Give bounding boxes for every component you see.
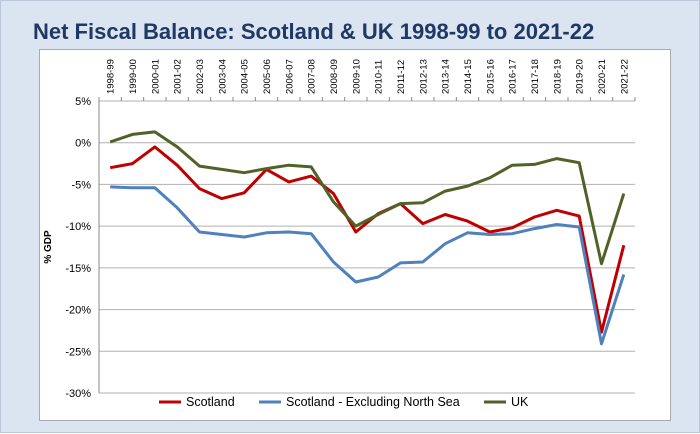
x-tick-label: 2019-20 bbox=[575, 59, 586, 94]
x-tick-label: 2009-10 bbox=[351, 59, 362, 94]
x-tick-label: 2012-13 bbox=[418, 59, 429, 94]
y-axis-title: % GDP bbox=[43, 230, 54, 264]
series-line bbox=[109, 130, 626, 266]
x-tick-label: 2002-03 bbox=[195, 59, 206, 94]
chart-title: Net Fiscal Balance: Scotland & UK 1998-9… bbox=[33, 19, 595, 44]
x-tick-label: 2007-08 bbox=[307, 59, 318, 94]
x-tick-label: 2018-19 bbox=[552, 59, 563, 94]
x-tick-label: 2020-21 bbox=[597, 59, 608, 94]
y-tick-label: -25% bbox=[65, 346, 91, 358]
y-tick-label: -10% bbox=[65, 221, 91, 233]
x-tick-label: 1999-00 bbox=[128, 59, 139, 94]
x-tick-label: 2008-09 bbox=[329, 59, 340, 94]
x-tick-label: 2004-05 bbox=[240, 59, 251, 94]
legend-label: UK bbox=[511, 395, 529, 409]
x-tick-label: 2000-01 bbox=[150, 59, 161, 94]
y-tick-label: 0% bbox=[75, 138, 91, 150]
series-line bbox=[110, 185, 626, 346]
x-tick-label: 2011-12 bbox=[396, 60, 407, 94]
legend-label: Scotland - Excluding North Sea bbox=[286, 395, 460, 409]
x-tick-label: 2016-17 bbox=[508, 59, 519, 94]
series-line bbox=[109, 145, 626, 334]
x-tick-label: 2021-22 bbox=[619, 59, 630, 94]
y-tick-label: 5% bbox=[75, 96, 91, 108]
x-tick-label: 2005-06 bbox=[262, 59, 273, 94]
x-tick-label: 2006-07 bbox=[284, 59, 295, 94]
x-tick-label: 2001-02 bbox=[173, 59, 184, 94]
y-tick-label: -20% bbox=[65, 305, 91, 317]
y-tick-label: -5% bbox=[71, 179, 91, 191]
x-tick-label: 1998-99 bbox=[106, 59, 117, 94]
x-tick-label: 2010-11 bbox=[374, 60, 385, 94]
chart-area bbox=[39, 49, 671, 421]
y-tick-label: -30% bbox=[65, 388, 91, 400]
x-tick-label: 2013-14 bbox=[441, 59, 452, 94]
x-tick-label: 2014-15 bbox=[463, 59, 474, 94]
legend-label: Scotland bbox=[186, 395, 235, 409]
x-tick-label: 2003-04 bbox=[217, 59, 228, 94]
y-tick-label: -15% bbox=[65, 263, 91, 275]
x-tick-label: 2017-18 bbox=[530, 59, 541, 94]
x-tick-label: 2015-16 bbox=[485, 59, 496, 94]
